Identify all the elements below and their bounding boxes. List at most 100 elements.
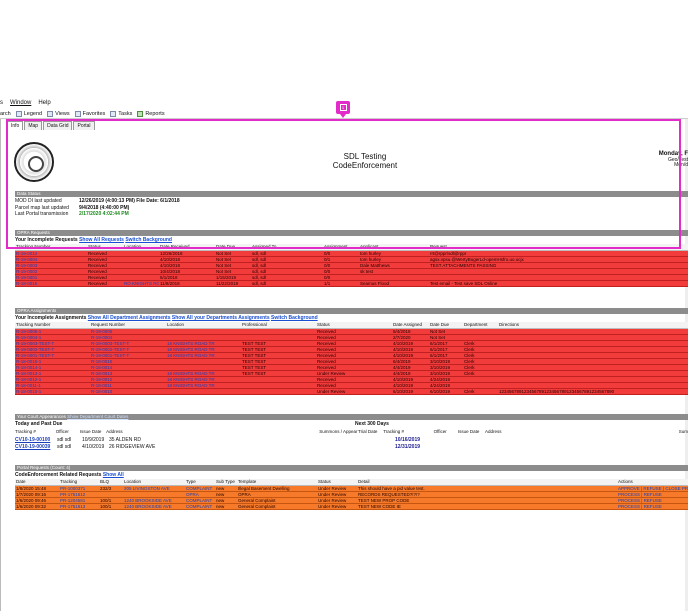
column-header[interactable]: Directions [498,322,688,329]
table-row[interactable]: R-19-0004-1 R-19-0004 Received 2/7/2020 Not … [15,334,688,341]
cell-link[interactable]: R-18-0014 [91,364,113,370]
cell-link[interactable]: R-19-0002-TEST-T [91,346,130,352]
cell-link[interactable]: 18 KNIGHTS ROAD TR [167,346,215,352]
table-row[interactable]: R-19-0001-TEST-T R-19-0001-TEST-T 18 KNIGH… [15,352,688,359]
cell-link[interactable]: PR-1204581 [60,497,86,503]
column-header[interactable]: Status [316,322,392,329]
tab-info[interactable]: Info [7,121,24,130]
cell-link[interactable]: 18 KNIGHTS ROAD TR [167,352,215,358]
cell-link[interactable]: 1240 BROOKSIDE AVE [124,503,172,509]
cell-link[interactable]: R-18-0011 [91,382,112,388]
table-row[interactable]: 1/6/2020 09:46 PR-1204581 100/1 1240 BROOKS… [15,497,688,504]
table-row[interactable]: R-19-0003-TEST-T R-19-0003-TEST-T 18 KNIGH… [15,340,688,347]
cell-link[interactable]: R-19-0001-TEST-T [91,352,130,358]
cell-link[interactable]: APPROVE | REFUSE | CLOSE PR [618,485,688,491]
cell-link[interactable]: R-18-0015 [91,358,113,364]
show-all-your-depts-assignments-link[interactable]: Show All your Departments Assignments [171,315,270,321]
cell-link[interactable]: R-18-0013 [91,370,113,376]
column-header[interactable]: Template [237,479,317,486]
column-header[interactable]: Location [123,479,185,486]
cell-link[interactable]: OPRA [186,491,199,497]
column-header[interactable]: Tracking Number [15,322,90,329]
tab-map[interactable]: Map [24,121,43,130]
cell-link[interactable]: R-19-0001-TEST-T [16,352,55,358]
cell-link[interactable]: COMPLAINT [186,497,213,503]
table-row[interactable]: R-19-0005-1 R-19-0005 Received 5/4/2018 Not … [15,328,688,335]
cell-link[interactable]: R-18-0015-1 [16,358,42,364]
portal-show-all-link[interactable]: Show All [102,472,124,478]
cell-link[interactable]: R-19-0002-TEST-T [16,346,55,352]
switch-background-link-2[interactable]: Switch Background [270,315,318,321]
cell-link[interactable]: R-19-0012 [16,250,38,256]
table-row[interactable]: R-18-0014-1 R-18-0014 TEST TEST Received 4/4… [15,364,688,371]
cell-link[interactable]: R-19-0002 [16,268,38,274]
table-row[interactable]: R-19-0002 Received 10/4/2018 Not Set sdl, sd… [15,268,688,275]
table-row[interactable]: R-18-0012-1 R-18-0012 18 KNIGHTS ROAD TR Re… [15,376,688,383]
cell-link[interactable]: PROCESS | REFUSE [618,503,662,509]
cell-link[interactable]: R-18-0013-1 [16,370,42,376]
column-header[interactable]: Professional [241,322,316,329]
column-header[interactable]: Tracking [59,479,99,486]
show-all-requests-link[interactable]: Show All Requests [79,237,124,243]
cell-link[interactable]: 18 KNIGHTS ROAD TR [167,340,215,346]
cell-link[interactable]: COMPLAINT [186,503,213,509]
tab-data-grid[interactable]: Data Grid [43,121,73,130]
cell-link[interactable]: 205 LIVINGSTON AVE [124,485,170,491]
switch-background-link[interactable]: Switch Background [125,237,172,243]
table-row[interactable]: R-19-0012 Received 12/26/2018 Not Set sdl, s… [15,250,688,257]
cell-link[interactable]: RO KNIGHTS ROADE [124,280,159,286]
cell-link[interactable]: 1240 BROOKSIDE AVE [124,497,172,503]
cell-link[interactable]: PR-1751613 [60,503,86,509]
table-row[interactable]: R-19-0004 Received 4/10/2018 Not Set sdl, sd… [15,256,688,263]
column-header[interactable]: Request Number [90,322,166,329]
table-row[interactable]: R-18-0015 Received RO KNIGHTS ROADE11/8/20… [15,280,688,287]
cell-link[interactable]: PROCESS | REFUSE [618,497,662,503]
column-header[interactable]: Location [166,322,241,329]
cell-link[interactable]: R-19-0005 [91,328,113,334]
table-row[interactable]: R-18-0013-1 R-18-0013 18 KNIGHTS ROAD TR TE… [15,370,688,377]
table-row[interactable]: 1/6/2020 09:32 PR-1751613 100/1 1240 BROOKS… [15,503,688,510]
column-header[interactable]: Date [15,479,59,486]
reports-button[interactable]: Reports [137,110,165,117]
table-row[interactable]: R-18-0015-1 R-18-0015 TEST TEST Received 6/4… [15,358,688,365]
cell-link[interactable]: R-18-0015 [16,280,38,286]
search-tool[interactable]: arch [0,110,11,117]
column-header[interactable]: Department [463,322,498,329]
column-header[interactable]: Date Due [429,322,463,329]
cell-link[interactable]: 18 KNIGHTS ROAD TR [167,376,215,382]
column-header[interactable]: Type [185,479,215,486]
column-header[interactable]: Actions [617,479,688,486]
views-button[interactable]: Views [47,110,70,117]
favorites-button[interactable]: Favorites [74,110,105,117]
cell-link[interactable]: R-18-0012 [91,376,113,382]
menu-item-help[interactable]: Help [38,100,51,106]
cell-link[interactable]: 18 KNIGHTS ROAD TR [167,370,215,376]
cell-link[interactable]: R-19-0003 [16,262,38,268]
table-row[interactable]: R-18-0011-1 R-18-0011 18 KNIGHTS ROAD TR Re… [15,382,688,389]
cell-link[interactable]: R-18-0014-1 [16,364,42,370]
menu-item-window[interactable]: Window [10,100,32,106]
column-header[interactable]: Date Assigned [392,322,429,329]
cell-link[interactable]: PR-1000371 [60,485,86,491]
table-row[interactable]: 1/7/2020 09:16 PR-1751612 OPRA new OPRA Under… [15,491,688,498]
cell-link[interactable]: COMPLAINT [186,485,213,491]
cell-link[interactable]: R-19-0004-1 [16,334,42,340]
menu-item-0[interactable]: s [0,100,3,106]
cell-link[interactable]: R-19-0004 [16,256,38,262]
table-row[interactable]: R-19-0002-TEST-T R-19-0002-TEST-T 18 KNIGH… [15,346,688,353]
cell-link[interactable]: PROCESS | REFUSE [618,491,662,497]
tab-portal[interactable]: Portal [73,121,95,130]
column-header[interactable]: BLQ [99,479,123,486]
cell-link[interactable]: R-19-0003-TEST-T [16,340,55,346]
column-header[interactable]: Detail [357,479,617,486]
table-row[interactable]: 1/8/2020 15:48 PR-1000371 232/3 205 LIVINGS… [15,485,688,492]
cell-link[interactable]: R-19-0001 [16,274,38,280]
table-row[interactable]: R-18-0010-1 R-18-0010 Under Review 6/10/201… [15,388,688,395]
cell-link[interactable]: PR-1751612 [60,491,86,497]
cell-link[interactable]: R-18-0010 [91,388,113,394]
table-row[interactable]: R-19-0001 Received 5/1/2018 1/15/2019 sdl, s… [15,274,688,281]
column-header[interactable]: Status [317,479,357,486]
cell-link[interactable]: R-19-0005-1 [16,328,42,334]
tasks-button[interactable]: Tasks [110,110,132,117]
legend-button[interactable]: Legend [15,110,42,117]
